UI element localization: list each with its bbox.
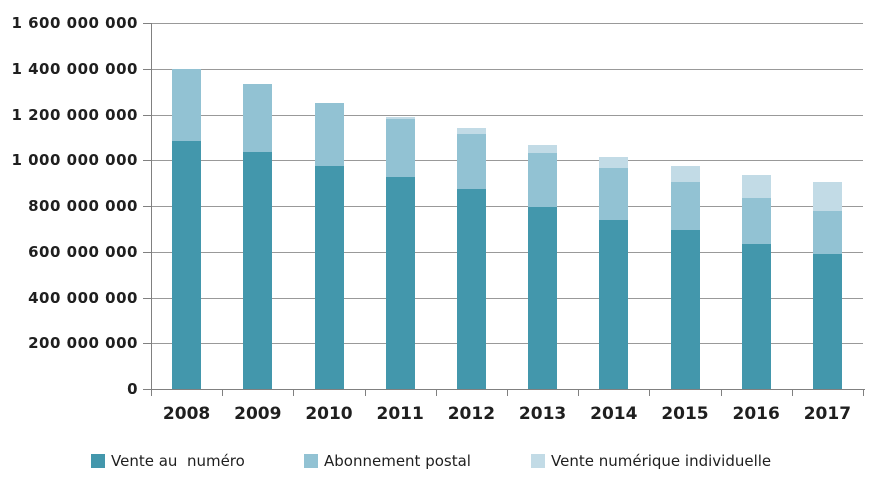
y-axis-tick-label: 1 000 000 000 [11, 151, 138, 170]
bar-segment-2017-vente-numerique-individuelle [812, 181, 842, 211]
legend-swatch-vente-au-numero [91, 454, 105, 468]
y-tick-mark [143, 160, 151, 162]
legend-label-vente-numerique-individuelle: Vente numérique individuelle [551, 452, 772, 470]
gridline [151, 343, 863, 345]
x-axis-line [151, 389, 865, 390]
legend-swatch-abonnement-postal [304, 454, 318, 468]
bar-segment-2014-vente-au-numero [599, 219, 629, 389]
bar-segment-2013-vente-au-numero [528, 207, 558, 389]
bar-segment-2015-vente-numerique-individuelle [670, 165, 700, 182]
bar-segment-2008-vente-au-numero [172, 140, 202, 389]
legend-item-vente-au-numero: Vente au numéro [91, 451, 245, 471]
y-tick-mark [143, 114, 151, 116]
x-axis-category-label: 2017 [803, 404, 852, 424]
bar-segment-2015-abonnement-postal [670, 182, 700, 231]
x-axis-category-label: 2008 [162, 404, 211, 424]
y-axis-line [151, 23, 152, 389]
gridline [151, 206, 863, 207]
legend-swatch-vente-numerique-individuelle [531, 454, 545, 468]
bar-segment-2009-abonnement-postal [243, 83, 273, 153]
bar-segment-2014-vente-numerique-individuelle [599, 156, 629, 169]
bar-segment-2016-abonnement-postal [741, 198, 771, 244]
gridline [151, 297, 863, 299]
x-axis-category-label: 2015 [661, 404, 709, 424]
bar-segment-2017-vente-au-numero [812, 254, 842, 389]
bar-segment-2010-abonnement-postal [314, 103, 344, 166]
x-tick-mark [364, 390, 366, 396]
bar-segment-2012-vente-numerique-individuelle [456, 128, 486, 134]
legend-label-abonnement-postal: Abonnement postal [324, 452, 471, 470]
y-axis-tick-label: 400 000 000 [28, 288, 138, 307]
bar-segment-2011-vente-au-numero [385, 177, 415, 389]
bar-segment-2016-vente-numerique-individuelle [741, 175, 771, 198]
y-tick-mark [143, 68, 151, 70]
x-axis-category-label: 2013 [518, 404, 567, 424]
legend: Vente au numéro Abonnement postal Vente nu… [0, 451, 886, 473]
x-tick-mark [720, 390, 722, 396]
x-tick-mark [649, 390, 651, 396]
bar-segment-2012-abonnement-postal [456, 133, 486, 189]
legend-label-vente-au-numero: Vente au numéro [111, 452, 245, 470]
x-axis-category-label: 2010 [305, 404, 353, 424]
x-tick-mark [578, 390, 580, 396]
y-tick-mark [143, 251, 151, 253]
y-axis-tick-label: 0 [127, 380, 138, 398]
x-axis-category-label: 2009 [234, 404, 282, 424]
y-tick-mark [143, 297, 151, 299]
bar-segment-2011-vente-numerique-individuelle [385, 116, 415, 120]
gridline [151, 114, 863, 116]
x-axis-category-label: 2016 [732, 404, 780, 424]
gridline [151, 23, 863, 24]
y-tick-mark [143, 23, 151, 24]
bar-segment-2011-abonnement-postal [385, 119, 415, 178]
bar-segment-2014-abonnement-postal [599, 168, 629, 220]
x-axis-category-label: 2011 [376, 404, 424, 424]
gridline [151, 251, 863, 253]
bar-segment-2015-vente-au-numero [670, 230, 700, 389]
y-axis-tick-label: 200 000 000 [28, 334, 138, 353]
x-tick-mark [151, 390, 152, 396]
x-axis-category-label: 2014 [590, 404, 638, 424]
gridline [151, 160, 863, 162]
x-axis-category-label: 2012 [447, 404, 496, 424]
y-tick-mark [143, 343, 151, 345]
bar-segment-2008-abonnement-postal [172, 68, 202, 141]
legend-item-vente-numerique-individuelle: Vente numérique individuelle [531, 451, 771, 471]
plot-area [151, 23, 863, 389]
y-axis-tick-label: 1 200 000 000 [11, 105, 138, 124]
x-tick-mark [435, 390, 437, 396]
bar-segment-2013-abonnement-postal [528, 153, 558, 208]
y-tick-mark [143, 389, 151, 390]
x-tick-mark [293, 390, 295, 396]
y-axis-tick-label: 600 000 000 [28, 242, 138, 261]
x-tick-mark [791, 390, 793, 396]
y-axis-tick-label: 1 400 000 000 [11, 59, 138, 78]
bar-segment-2017-abonnement-postal [812, 210, 842, 255]
x-tick-mark [863, 390, 864, 396]
gridline [151, 68, 863, 70]
x-tick-mark [222, 390, 224, 396]
legend-item-abonnement-postal: Abonnement postal [304, 451, 471, 471]
bar-segment-2016-vente-au-numero [741, 243, 771, 389]
bar-segment-2010-vente-au-numero [314, 165, 344, 389]
bar-segment-2013-vente-numerique-individuelle [528, 145, 558, 154]
y-axis-tick-label: 800 000 000 [28, 197, 138, 215]
bar-segment-2012-vente-au-numero [456, 188, 486, 389]
x-tick-mark [507, 390, 508, 396]
bar-segment-2009-vente-au-numero [243, 152, 273, 389]
y-axis-tick-label: 1 600 000 000 [11, 14, 138, 32]
y-tick-mark [143, 206, 151, 207]
